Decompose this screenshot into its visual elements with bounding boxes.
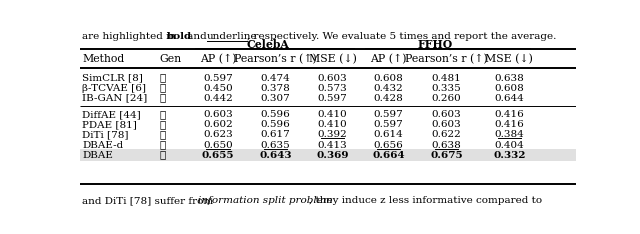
Text: 0.602: 0.602: [203, 120, 233, 129]
Text: 0.596: 0.596: [260, 110, 290, 119]
Text: , respectively. We evaluate 5 times and report the average.: , respectively. We evaluate 5 times and …: [246, 32, 556, 41]
Text: ✓: ✓: [159, 130, 165, 139]
Text: SimCLR [8]: SimCLR [8]: [83, 74, 143, 83]
Text: DBAE: DBAE: [83, 151, 113, 160]
Text: 0.260: 0.260: [432, 94, 461, 103]
Text: 0.603: 0.603: [318, 74, 348, 83]
Text: 0.384: 0.384: [495, 130, 524, 139]
Text: 0.392: 0.392: [318, 130, 348, 139]
Text: 0.432: 0.432: [374, 84, 403, 93]
Text: are highlighted in: are highlighted in: [83, 32, 180, 41]
Text: and DiTi [78] suffer from: and DiTi [78] suffer from: [83, 196, 217, 205]
Text: ✓: ✓: [159, 141, 165, 150]
Text: 0.474: 0.474: [260, 74, 290, 83]
Text: MSE (↓): MSE (↓): [308, 54, 356, 64]
Text: 0.623: 0.623: [203, 130, 233, 139]
Text: ✓: ✓: [159, 120, 165, 129]
Bar: [80, 149, 576, 161]
Text: and: and: [184, 32, 211, 41]
Text: MSE (↓): MSE (↓): [485, 54, 533, 64]
Text: DBAE-d: DBAE-d: [83, 141, 124, 150]
Text: 0.635: 0.635: [260, 141, 290, 150]
Text: 0.416: 0.416: [495, 120, 524, 129]
Text: 0.597: 0.597: [374, 110, 403, 119]
Text: ✓: ✓: [159, 110, 165, 119]
Text: 0.656: 0.656: [374, 141, 403, 150]
Text: ✓: ✓: [159, 84, 165, 93]
Text: 0.596: 0.596: [260, 120, 290, 129]
Text: 0.573: 0.573: [318, 84, 348, 93]
Text: 0.675: 0.675: [430, 151, 463, 160]
Text: 0.413: 0.413: [318, 141, 348, 150]
Text: FFHQ: FFHQ: [417, 39, 452, 50]
Text: 0.638: 0.638: [432, 141, 461, 150]
Text: 0.442: 0.442: [203, 94, 233, 103]
Text: information split problem: information split problem: [198, 196, 333, 205]
Text: 0.428: 0.428: [374, 94, 403, 103]
Text: 0.643: 0.643: [259, 151, 292, 160]
Text: 0.650: 0.650: [203, 141, 233, 150]
Text: 0.603: 0.603: [203, 110, 233, 119]
Text: ✓: ✓: [159, 151, 165, 160]
Text: IB-GAN [24]: IB-GAN [24]: [83, 94, 148, 103]
Text: DiTi [78]: DiTi [78]: [83, 130, 129, 139]
Text: 0.622: 0.622: [432, 130, 461, 139]
Text: 0.378: 0.378: [260, 84, 290, 93]
Text: 0.617: 0.617: [260, 130, 290, 139]
Text: 0.410: 0.410: [318, 110, 348, 119]
Text: 0.614: 0.614: [374, 130, 403, 139]
Text: ✓: ✓: [159, 94, 165, 103]
Text: AP (↑): AP (↑): [200, 54, 236, 64]
Text: PDAE [81]: PDAE [81]: [83, 120, 137, 129]
Text: 0.644: 0.644: [495, 94, 524, 103]
Text: Method: Method: [83, 54, 125, 64]
Text: underline: underline: [207, 32, 257, 41]
Text: bold: bold: [166, 32, 192, 41]
Text: 0.597: 0.597: [318, 94, 348, 103]
Text: ✗: ✗: [159, 74, 165, 83]
Text: 0.655: 0.655: [202, 151, 234, 160]
Text: 0.404: 0.404: [495, 141, 524, 150]
Text: 0.638: 0.638: [495, 74, 524, 83]
Text: 0.608: 0.608: [495, 84, 524, 93]
Text: AP (↑): AP (↑): [370, 54, 406, 64]
Text: 0.481: 0.481: [432, 74, 461, 83]
Text: 0.664: 0.664: [372, 151, 404, 160]
Text: 0.335: 0.335: [432, 84, 461, 93]
Text: Pearson’s r (↑): Pearson’s r (↑): [234, 54, 317, 64]
Text: 0.608: 0.608: [374, 74, 403, 83]
Text: 0.416: 0.416: [495, 110, 524, 119]
Text: DiffAE [44]: DiffAE [44]: [83, 110, 141, 119]
Text: β-TCVAE [6]: β-TCVAE [6]: [83, 84, 147, 93]
Text: 0.307: 0.307: [260, 94, 290, 103]
Text: 0.369: 0.369: [316, 151, 349, 160]
Text: 0.603: 0.603: [432, 110, 461, 119]
Text: 0.332: 0.332: [493, 151, 525, 160]
Text: 0.597: 0.597: [374, 120, 403, 129]
Text: , they induce z less informative compared to: , they induce z less informative compare…: [308, 196, 542, 205]
Text: CelebA: CelebA: [247, 39, 290, 50]
Text: 0.410: 0.410: [318, 120, 348, 129]
Text: 0.450: 0.450: [203, 84, 233, 93]
Text: 0.597: 0.597: [203, 74, 233, 83]
Text: Gen: Gen: [159, 54, 181, 64]
Text: Pearson’s r (↑): Pearson’s r (↑): [405, 54, 488, 64]
Text: 0.603: 0.603: [432, 120, 461, 129]
